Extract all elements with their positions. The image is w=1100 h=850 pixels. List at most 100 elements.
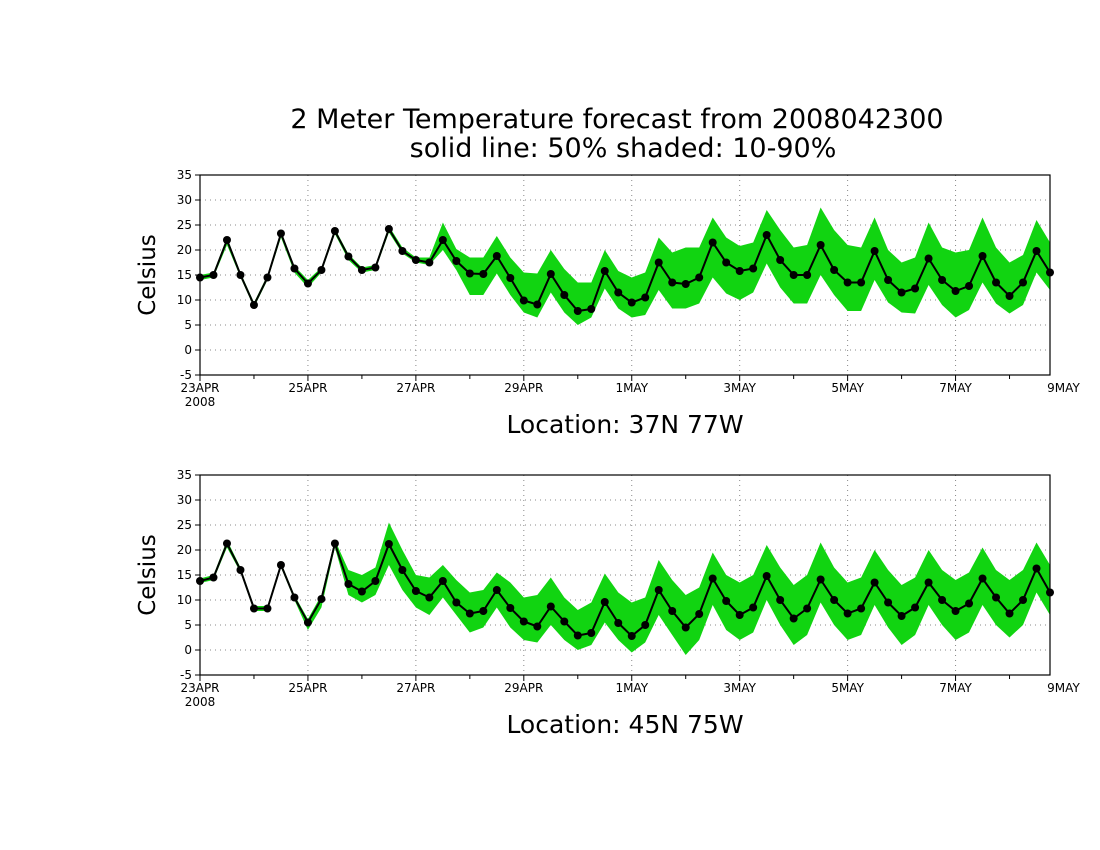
median-point [290,593,299,602]
y-tick-label: 15 [177,268,192,282]
median-point [951,607,960,615]
median-point [884,598,893,607]
median-point [695,610,704,618]
chart-subtitle: solid line: 50% shaded: 10-90% [410,133,837,164]
median-point [911,603,920,612]
median-point [344,252,353,261]
median-point [857,604,866,613]
y-tick-label: 10 [177,593,192,607]
median-point [519,617,528,626]
median-point [803,604,812,613]
median-point [843,609,852,618]
median-point [438,236,447,244]
median-point [924,254,933,263]
median-point [344,580,353,588]
x-tick-label: 3MAY [723,681,756,695]
median-point [330,227,339,235]
median-point [897,288,906,297]
median-point [816,575,825,584]
median-point [749,603,758,612]
median-point [249,301,258,309]
median-point [573,631,582,640]
median-point [411,587,420,595]
median-point [492,586,501,594]
median-point [654,258,663,267]
median-point [681,280,690,288]
median-point [965,282,974,290]
x-tick-label: 25APR [288,381,327,395]
y-tick-label: 25 [177,218,192,232]
y-tick-label: 20 [177,543,192,557]
median-point [384,540,393,548]
y-tick-label: 5 [184,618,192,632]
x-tick-label: 27APR [396,381,435,395]
median-point [560,617,569,626]
y-tick-label: 15 [177,568,192,582]
x-tick-year-label: 2008 [185,695,216,709]
median-point [425,593,434,602]
x-tick-label: 3MAY [723,381,756,395]
median-point [303,279,312,288]
x-tick-label: 5MAY [831,381,864,395]
median-point [371,263,380,272]
y-tick-label: 20 [177,243,192,257]
median-point [627,632,636,640]
y-tick-label: 10 [177,293,192,307]
median-point [519,296,528,305]
median-point [303,618,312,627]
median-point [573,307,582,315]
y-tick-label: 0 [184,343,192,357]
median-point [978,574,987,583]
x-tick-label: 9MAY [1047,381,1080,395]
median-point [384,225,393,233]
y-axis-label: Celsius [135,534,161,616]
median-point [1019,278,1028,287]
median-point [546,270,555,278]
median-point [776,596,785,604]
median-point [641,621,650,629]
median-point [506,274,515,282]
median-point [776,256,785,264]
median-point [722,597,731,605]
y-tick-label: 25 [177,518,192,532]
y-tick-label: 35 [177,468,192,482]
median-point [614,288,623,297]
median-point [236,271,245,279]
median-point [600,267,609,275]
median-point [317,266,326,274]
x-tick-label: 29APR [504,681,543,695]
y-tick-label: 35 [177,168,192,182]
median-point [209,573,218,582]
y-tick-label: 0 [184,643,192,657]
median-point [857,278,866,287]
median-point [884,276,893,284]
percentile-band [200,207,1050,325]
median-point [1032,247,1041,255]
median-point [587,305,596,313]
median-point [992,278,1001,287]
x-tick-label: 5MAY [831,681,864,695]
median-point [924,578,933,587]
median-point [816,241,825,249]
median-point [762,231,771,239]
median-point [438,577,447,585]
median-point [546,602,555,611]
median-point [803,271,812,279]
x-tick-label: 23APR [180,681,219,695]
median-point [1005,292,1014,300]
median-point [330,539,339,548]
x-tick-label: 9MAY [1047,681,1080,695]
median-point [641,293,650,302]
median-point [222,236,231,244]
x-tick-label: 27APR [396,681,435,695]
median-point [762,572,771,580]
median-point [938,276,947,284]
median-point [870,578,879,587]
median-point [600,598,609,606]
median-line [199,226,1051,313]
x-tick-label: 7MAY [939,681,972,695]
median-point [965,599,974,608]
median-point [708,238,717,247]
median-point [425,258,434,267]
